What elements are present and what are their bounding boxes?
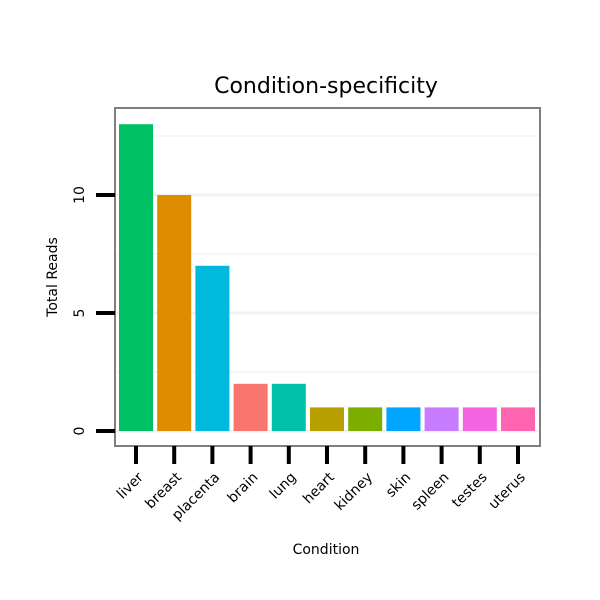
y-axis-label: Total Reads <box>45 237 61 318</box>
bar-brain <box>233 383 268 431</box>
x-tick-label-skin: skin <box>383 470 414 501</box>
y-tick-label: 5 <box>72 309 88 318</box>
bar-kidney <box>348 407 383 431</box>
bar-placenta <box>195 265 230 431</box>
bar-spleen <box>424 407 459 431</box>
x-tick-label-uterus: uterus <box>486 470 529 513</box>
plot-area <box>114 107 541 447</box>
bars <box>119 124 535 431</box>
y-tick-label: 0 <box>72 427 88 436</box>
y-tick-label: 10 <box>72 186 88 204</box>
chart-title: Condition-specificity <box>214 74 438 99</box>
bar-breast <box>157 195 192 431</box>
bar-liver <box>119 124 153 431</box>
x-tick-label-kidney: kidney <box>332 470 376 514</box>
x-tick-label-testes: testes <box>449 470 491 512</box>
bar-heart <box>310 407 344 431</box>
bar-lung <box>271 383 306 431</box>
bar-uterus <box>501 407 535 431</box>
x-tick-label-spleen: spleen <box>408 470 452 514</box>
y-axis: 0 5 10 <box>72 186 115 435</box>
x-axis-label: Condition <box>293 542 360 558</box>
x-tick-label-liver: liver <box>114 469 147 502</box>
bar-testes <box>462 407 497 431</box>
x-tick-label-brain: brain <box>225 470 262 507</box>
bar-skin <box>386 407 421 431</box>
x-tick-label-lung: lung <box>267 470 300 503</box>
